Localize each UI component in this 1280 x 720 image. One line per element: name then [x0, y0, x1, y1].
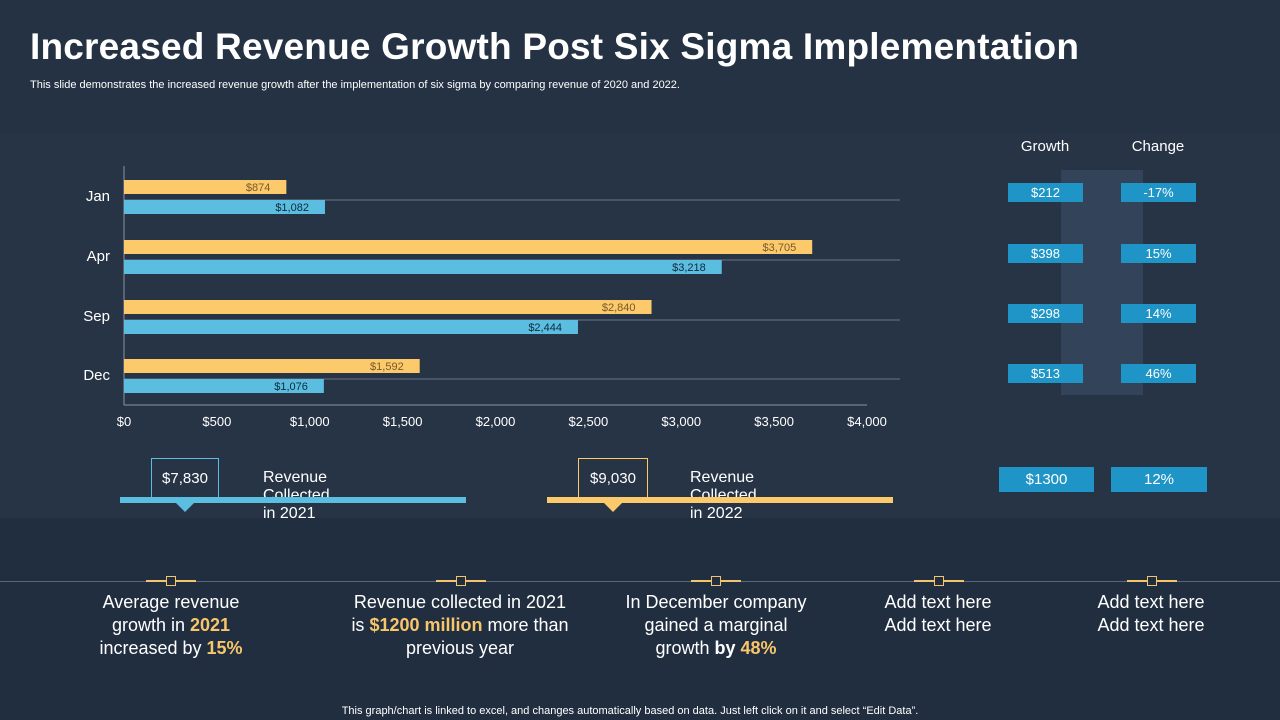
page-title: Increased Revenue Growth Post Six Sigma … [30, 26, 1080, 67]
note-3: In December company gained a marginal grow… [591, 591, 841, 660]
note-text: growth [655, 638, 715, 658]
total-2022-label: Revenue Collected in 2022 [690, 469, 757, 522]
change-pill: 14% [1121, 304, 1196, 323]
change-pill: 15% [1121, 244, 1196, 263]
note-text: Add text here [884, 592, 992, 612]
timeline-marker [691, 576, 741, 586]
x-tick-label: $3,000 [661, 414, 701, 429]
x-tick-label: $1,500 [383, 414, 423, 429]
total-growth-pill: $1300 [999, 467, 1094, 492]
timeline-marker [1127, 576, 1177, 586]
total-2021-arrow [176, 503, 194, 512]
header-band [0, 0, 1280, 134]
change-pill: -17% [1121, 183, 1196, 202]
footer-note: This graph/chart is linked to excel, and… [341, 705, 919, 717]
timeline-marker [436, 576, 486, 586]
x-tick-label: $0 [117, 414, 131, 429]
total-change-pill: 12% [1111, 467, 1207, 492]
data-label: $874 [246, 182, 270, 194]
total-2022-arrow [604, 503, 622, 512]
total-2022-value: $9,030 [578, 458, 648, 498]
timeline-marker [914, 576, 964, 586]
data-label: $3,705 [763, 242, 797, 254]
note-text: growth in [111, 615, 190, 635]
x-tick-label: $500 [202, 414, 231, 429]
timeline-line [0, 581, 1280, 582]
note-text: more than [482, 615, 569, 635]
note-highlight: 48% [740, 638, 777, 658]
growth-pill: $398 [1008, 244, 1083, 263]
note-text: Add text here [1097, 592, 1205, 612]
bar-2021-apr [124, 260, 722, 274]
note-highlight: 15% [206, 638, 243, 658]
note-text: Add text here [1097, 615, 1205, 635]
x-tick-label: $1,000 [290, 414, 330, 429]
note-text: In December company [625, 592, 807, 612]
data-label: $2,444 [528, 322, 562, 334]
growth-pill: $513 [1008, 364, 1083, 383]
category-label: Jan [86, 188, 110, 205]
note-text: by [714, 638, 741, 658]
bar-2022-sep [124, 300, 652, 314]
category-label: Dec [83, 367, 110, 384]
highlight-band [1061, 170, 1143, 395]
note-highlight: $1200 million [369, 615, 483, 635]
x-tick-label: $3,500 [754, 414, 794, 429]
timeline-marker [146, 576, 196, 586]
note-text: Revenue collected in 2021 [353, 592, 567, 612]
change-pill: 46% [1121, 364, 1196, 383]
total-2022-bar [547, 497, 893, 503]
total-2021-bar [120, 497, 466, 503]
x-tick-label: $4,000 [847, 414, 887, 429]
change-header: Change [1131, 138, 1185, 155]
note-text: is [351, 615, 370, 635]
data-label: $2,840 [602, 302, 636, 314]
category-label: Sep [83, 308, 110, 325]
note-text: Average revenue [102, 592, 240, 612]
x-tick-label: $2,500 [568, 414, 608, 429]
bar-2022-dec [124, 359, 420, 373]
note-text: increased by [99, 638, 207, 658]
x-tick-label: $2,000 [476, 414, 516, 429]
data-label: $1,076 [274, 381, 308, 393]
growth-pill: $212 [1008, 183, 1083, 202]
note-highlight: 2021 [190, 615, 231, 635]
note-text: previous year [405, 638, 515, 658]
note-4: Add text here Add text here [813, 591, 1063, 637]
note-2: Revenue collected in 2021 is $1200 millio… [335, 591, 585, 660]
total-2021-value: $7,830 [151, 458, 219, 498]
page-subtitle: This slide demonstrates the increased re… [30, 79, 680, 91]
total-2021-label: Revenue Collected in 2021 [263, 469, 330, 522]
data-label: $1,592 [370, 361, 404, 373]
note-text: Add text here [884, 615, 992, 635]
bar-2021-sep [124, 320, 578, 334]
note-text: gained a marginal [644, 615, 788, 635]
revenue-bar-chart[interactable]: Jan $874 $1,082 Apr $3,705 $3,218 Sep $2,840 $2,… [0, 134, 900, 444]
bar-2022-jan [124, 180, 287, 194]
bar-2021-dec [124, 379, 324, 393]
bar-2021-jan [124, 200, 325, 214]
note-1: Average revenue growth in 2021 increased b… [46, 591, 296, 660]
category-label: Apr [87, 248, 110, 265]
growth-header: Growth [1020, 138, 1070, 155]
growth-pill: $298 [1008, 304, 1083, 323]
note-5: Add text here Add text here [1026, 591, 1276, 637]
data-label: $1,082 [275, 202, 309, 214]
data-label: $3,218 [672, 262, 706, 274]
bar-2022-apr [124, 240, 813, 254]
